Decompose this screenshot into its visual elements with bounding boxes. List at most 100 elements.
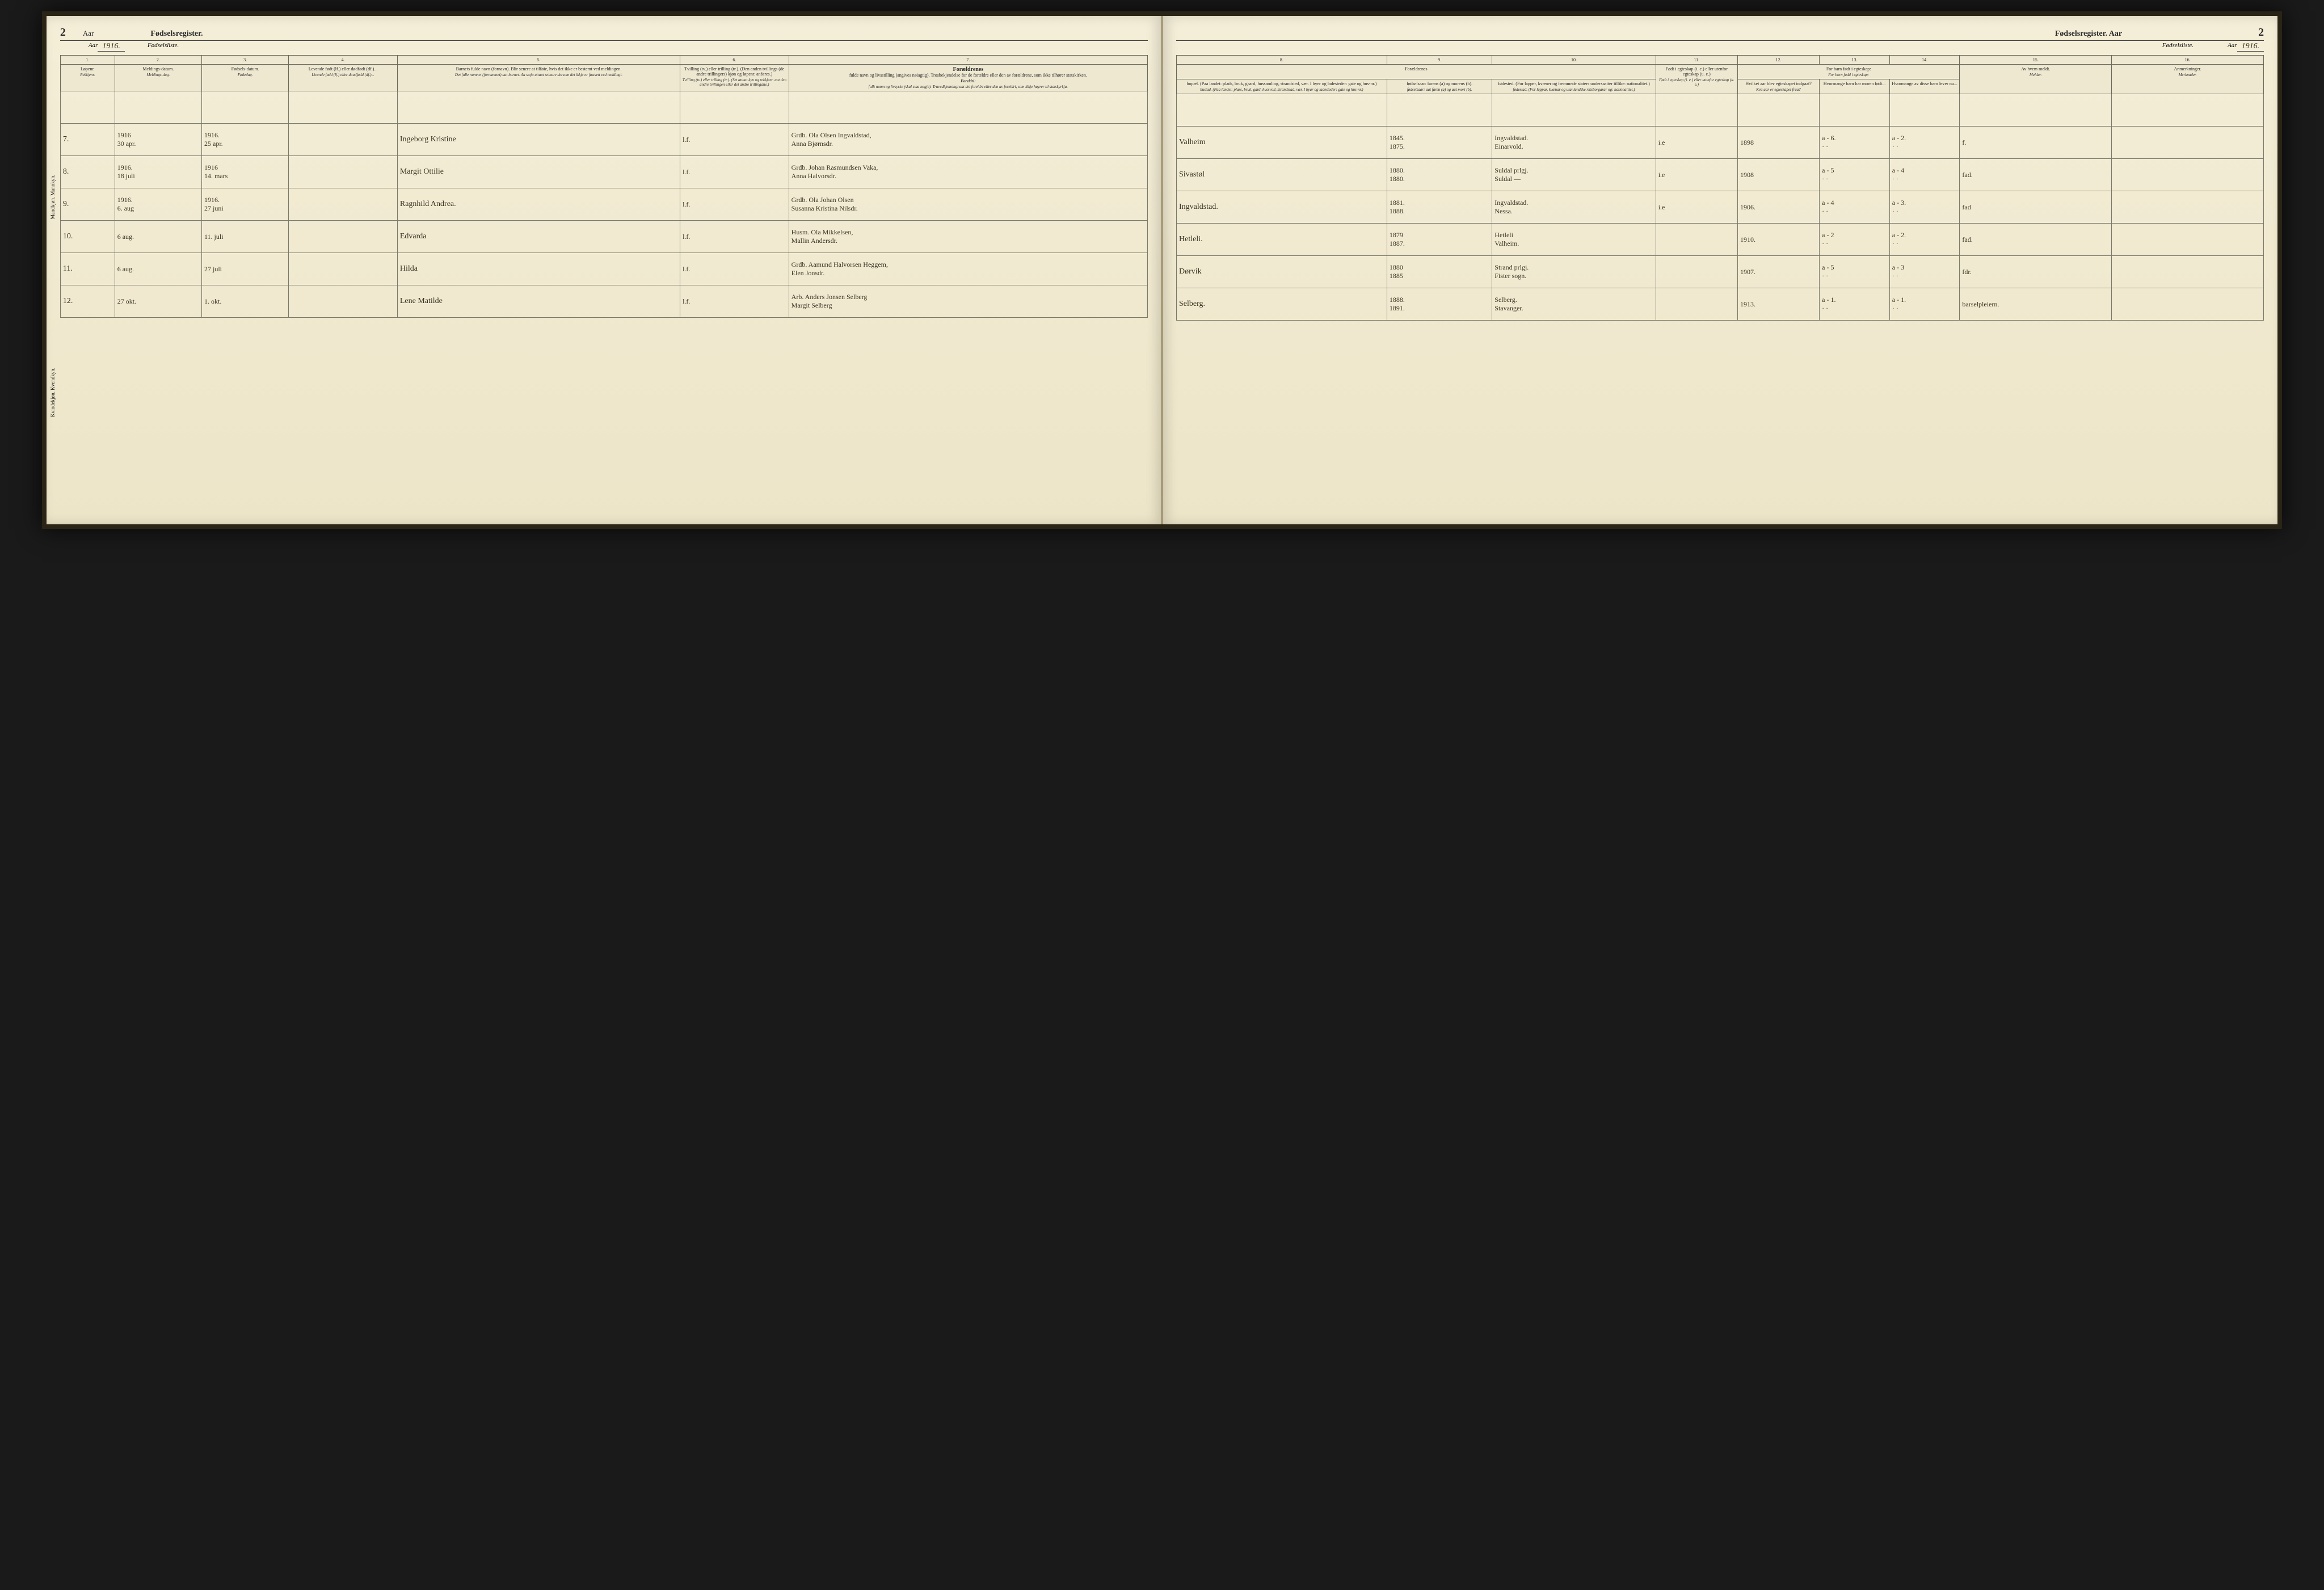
h9: fødselsaar: farens (a) og morens (b).	[1407, 81, 1472, 86]
table-row: Dørvik 18801885 Strand prlgj.Fister sogn…	[1177, 256, 2264, 288]
cell-lf: l.f.	[680, 221, 789, 253]
cell-egtaar: 1907.	[1737, 256, 1819, 288]
cell-meldt: fdr.	[1960, 256, 2112, 288]
h7title: Forældrenes	[790, 66, 1146, 73]
cell-bopel: Ingvaldstad.	[1177, 191, 1387, 224]
side-label-mann: Mandkjøn. Mannkyn.	[50, 175, 56, 219]
blank-section-right	[1177, 94, 2264, 127]
hbornin: For barn født i egteskap:	[1826, 66, 1871, 71]
cell-meld: 1916.6. aug	[115, 188, 201, 221]
cell-meld: 191630 apr.	[115, 124, 201, 156]
side-label-kvinne: Kvindekjøn. Kvendkyn.	[50, 368, 56, 417]
colnum-3: 3.	[202, 56, 289, 65]
h16b: Merknader.	[2113, 73, 2262, 77]
left-page-header: 2 Aar Fødselsregister.	[60, 26, 1148, 41]
cell-fod: 27 juli	[202, 253, 289, 285]
right-page: Fødselsregister. Aar 2 Fødselsliste. Aar…	[1163, 16, 2277, 524]
cell-navn: Ragnhild Andrea.	[397, 188, 680, 221]
h10b: fødestad. (For lappar, kvænar og utanlan…	[1493, 87, 1654, 92]
page-number-right: 2	[2258, 26, 2264, 39]
h15: Av hvem meldt.	[2021, 66, 2050, 71]
cell-lf: l.f.	[680, 253, 789, 285]
right-subheader: Fødselsliste. Aar 1916.	[1176, 42, 2264, 52]
cell-c13: a - 4· ·	[1820, 191, 1890, 224]
cell-navn: Lene Matilde	[397, 285, 680, 318]
cell-meld: 6 aug.	[115, 221, 201, 253]
cell-aar: 18801885	[1387, 256, 1492, 288]
subtitle-right: Fødselsliste.	[2162, 42, 2194, 52]
h7b: Foreldri:	[790, 79, 1146, 83]
cell-lf: l.f.	[680, 285, 789, 318]
h12b: Kva aar er egteskapet fraa?	[1739, 87, 1818, 92]
h7c: fullt namn og livsyrke (skal staa nøgje)…	[790, 85, 1146, 89]
header-fodested: fødested. (For lapper, kvæner og fremmed…	[1492, 79, 1656, 94]
table-row: Hetleli. 18791887. HetleliValheim. 1910.…	[1177, 224, 2264, 256]
h10: fødested. (For lapper, kvæner og fremmed…	[1498, 81, 1650, 86]
h16: Anmerkninger.	[2174, 66, 2201, 71]
cell-bopel: Selberg.	[1177, 288, 1387, 321]
cell-meldt: fad	[1960, 191, 2112, 224]
colnum-8: 8.	[1177, 56, 1387, 65]
header-fodselsaar2: fødselsaar: farens (a) og morens (b). fø…	[1387, 79, 1492, 94]
h12: Hvilket aar blev egteskapet indgaat?	[1745, 81, 1811, 86]
h6: Tvilling (tv.) eller trilling (tr.). (De…	[684, 66, 784, 77]
header-tvilling: Tvilling (tv.) eller trilling (tr.). (De…	[680, 65, 789, 91]
table-row: 8. 1916.18 juli 191614. mars Margit Otti…	[60, 156, 1147, 188]
cell-bopel: Valheim	[1177, 127, 1387, 159]
table-row: 12. 27 okt. 1. okt. Lene Matilde l.f. Ar…	[60, 285, 1147, 318]
cell-egtaar: 1906.	[1737, 191, 1819, 224]
cell-c14: a - 2.· ·	[1889, 224, 1960, 256]
left-subheader: Aar 1916. Fødselsliste.	[60, 42, 1148, 52]
register-book: Mandkjøn. Mannkyn. Kvindekjøn. Kvendkyn.…	[42, 11, 2282, 529]
cell-c13: a - 1.· ·	[1820, 288, 1890, 321]
cell-navn: Edvarda	[397, 221, 680, 253]
register-title: Fødselsregister.	[150, 30, 203, 39]
cell-nr: 9.	[60, 188, 115, 221]
h9b: fødselsaar: aat faren (a) og aat mori (b…	[1388, 87, 1491, 92]
cell-c13: a - 5· ·	[1820, 159, 1890, 191]
left-page: Mandkjøn. Mannkyn. Kvindekjøn. Kvendkyn.…	[47, 16, 1163, 524]
table-row: Sivastøl 1880.1880. Suldal prlgj.Suldal …	[1177, 159, 2264, 191]
cell-navn: Hilda	[397, 253, 680, 285]
h4b: Livande fødd (lf.) eller daudfødd (df.).…	[290, 73, 396, 77]
cell-meldt: f.	[1960, 127, 2112, 159]
cell-aar: 1880.1880.	[1387, 159, 1492, 191]
h3b: Fødedag.	[203, 73, 287, 77]
year-label: Aar	[83, 29, 94, 38]
cell-bopel: Sivastøl	[1177, 159, 1387, 191]
header-c14: Hvormange av disse barn lever nu...	[1889, 79, 1960, 94]
cell-c14: a - 4· ·	[1889, 159, 1960, 191]
colnum-10: 10.	[1492, 56, 1656, 65]
cell-fod: 1916.25 apr.	[202, 124, 289, 156]
cell-aar: 1888.1891.	[1387, 288, 1492, 321]
cell-lf: l.f.	[680, 156, 789, 188]
cell-egtaar: 1908	[1737, 159, 1819, 191]
colnum-11: 11.	[1656, 56, 1737, 65]
cell-fodested: Suldal prlgj.Suldal —	[1492, 159, 1656, 191]
cell-egt	[1656, 288, 1737, 321]
colnum-4: 4.	[289, 56, 398, 65]
right-page-header: Fødselsregister. Aar 2	[1176, 26, 2264, 41]
cell-foreldre: Grdb. Ola Johan OlsenSusanna Kristina Ni…	[789, 188, 1147, 221]
header-foreldre: Forældrenes fulde navn og livsstilling (…	[789, 65, 1147, 91]
header-bopel: bopæl. (Paa landet: plads, bruk, gaard, …	[1177, 79, 1387, 94]
cell-c13: a - 2· ·	[1820, 224, 1890, 256]
h2: Meldings-datum.	[142, 66, 174, 71]
h8: bopæl. (Paa landet: plads, bruk, gaard, …	[1187, 81, 1377, 86]
cell-foreldre: Arb. Anders Jonsen SelbergMargit Selberg	[789, 285, 1147, 318]
header-levende: Levende født (lf.) eller dødfødt (df.)..…	[289, 65, 398, 91]
cell-egt: i.e	[1656, 159, 1737, 191]
year-label-3: Aar	[2228, 42, 2237, 52]
cell-fodested: HetleliValheim.	[1492, 224, 1656, 256]
colnum-15: 15.	[1960, 56, 2112, 65]
reg-title-text: Fødselsregister.	[2055, 30, 2107, 38]
cell-c13: a - 6.· ·	[1820, 127, 1890, 159]
cell-meldt: fad.	[1960, 224, 2112, 256]
cell-c14: a - 3.· ·	[1889, 191, 1960, 224]
cell-aar: 1845.1875.	[1387, 127, 1492, 159]
cell-meld: 27 okt.	[115, 285, 201, 318]
cell-meld: 1916.18 juli	[115, 156, 201, 188]
subtitle-left: Fødselsliste.	[148, 42, 179, 52]
h2b: Meldings-dag.	[116, 73, 200, 77]
h1: Løpenr.	[81, 66, 95, 71]
